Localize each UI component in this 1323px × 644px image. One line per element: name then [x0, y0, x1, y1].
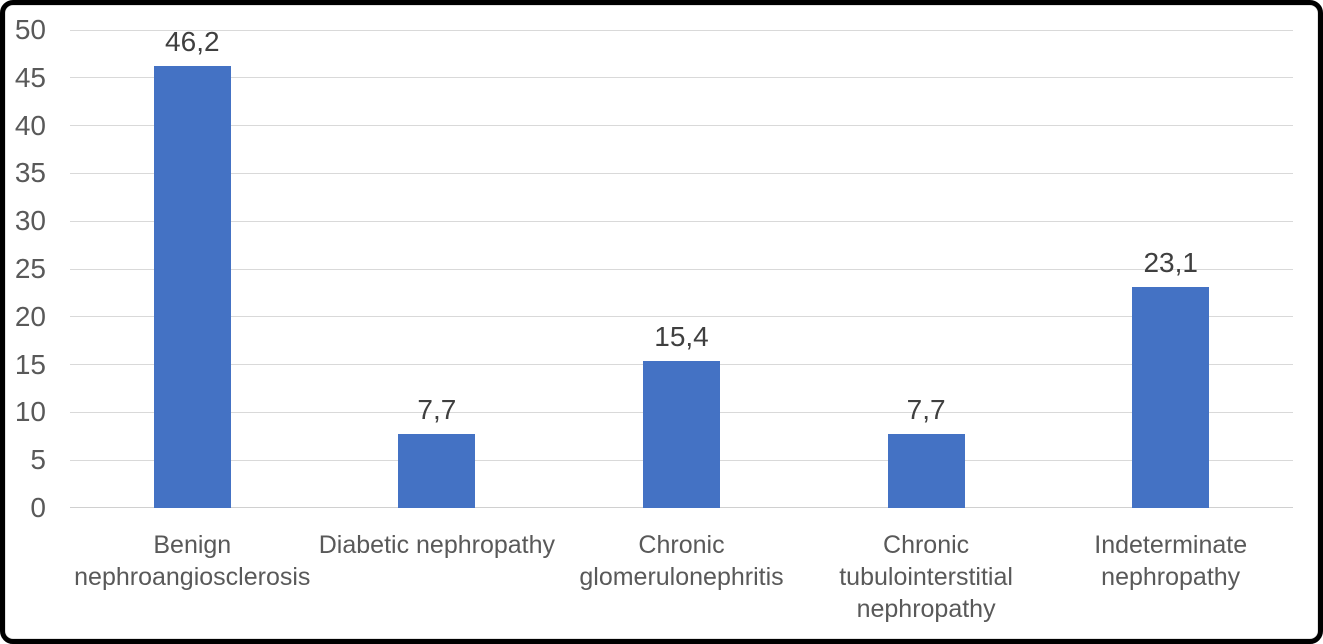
- gridline: [70, 220, 1293, 222]
- y-tick-label: 10: [14, 396, 46, 428]
- bar-4: [887, 434, 965, 508]
- gridline: [70, 77, 1293, 79]
- y-tick-label: 35: [14, 157, 46, 189]
- data-label-4: 7,7: [906, 394, 946, 426]
- gridline: [70, 316, 1293, 318]
- data-label-3: 15,4: [654, 320, 709, 352]
- y-tick-label: 25: [14, 253, 46, 284]
- x-category-label-2: Diabetic nephropathy: [318, 531, 556, 559]
- y-tick-label: 30: [14, 205, 46, 237]
- gridline: [70, 29, 1293, 31]
- data-label-5: 23,1: [1143, 247, 1198, 279]
- y-tick-label: 45: [14, 61, 46, 93]
- x-category-label-4: Chronic tubulointerstitial nephropathy: [839, 531, 1013, 623]
- bar-2: [398, 434, 476, 508]
- bar-3: [643, 360, 720, 508]
- x-category-label-3: Chronic glomerulonephritis: [579, 531, 784, 591]
- x-category-label-1: Benign nephroangiosclerosis: [74, 531, 311, 591]
- x-category-label-5: Indeterminate nephropathy: [1094, 531, 1248, 591]
- y-tick-label: 0: [30, 492, 46, 523]
- data-label-2: 7,7: [417, 394, 457, 426]
- gridline: [70, 125, 1293, 127]
- data-label-1: 46,2: [165, 26, 220, 58]
- y-tick-label: 50: [14, 14, 46, 45]
- y-tick-label: 20: [14, 300, 46, 332]
- bar-1: [153, 66, 231, 508]
- y-tick-label: 15: [14, 348, 46, 380]
- bar-5: [1132, 287, 1210, 508]
- gridline: [70, 268, 1293, 270]
- y-tick-label: 40: [14, 109, 46, 141]
- gridline: [70, 172, 1293, 174]
- y-tick-label: 5: [30, 444, 46, 476]
- plot-area: 46,2 7,7 15,4 7,7 23,1: [70, 26, 1293, 508]
